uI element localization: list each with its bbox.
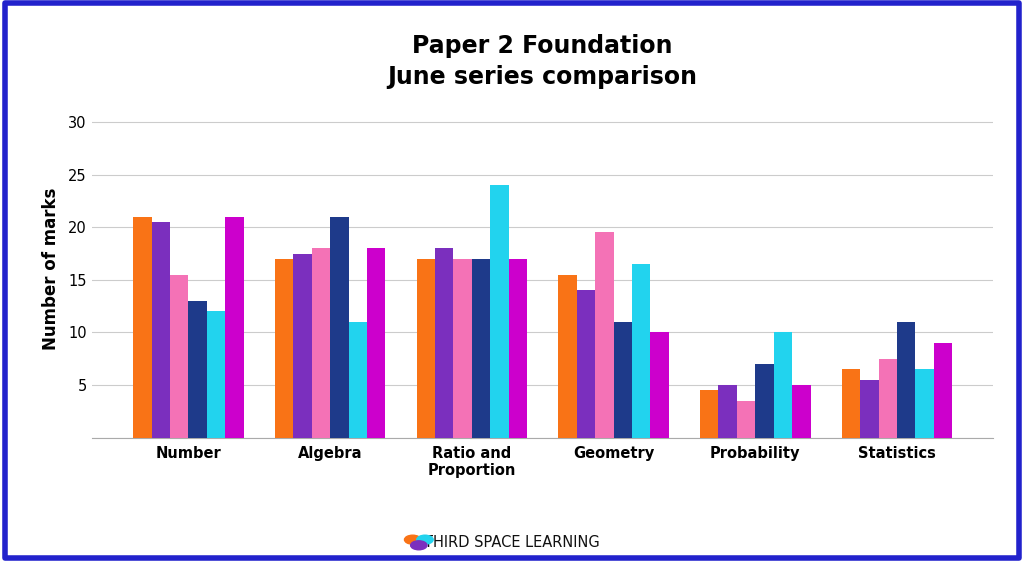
Y-axis label: Number of marks: Number of marks: [42, 188, 59, 351]
Bar: [613, 322, 632, 438]
Bar: [793, 385, 811, 438]
Bar: [879, 358, 897, 438]
Bar: [152, 222, 170, 438]
Bar: [700, 390, 719, 438]
Bar: [367, 248, 385, 438]
Bar: [737, 401, 756, 438]
Bar: [170, 274, 188, 438]
Bar: [774, 332, 793, 438]
Bar: [595, 232, 613, 438]
Bar: [719, 385, 737, 438]
Bar: [330, 217, 348, 438]
Title: Paper 2 Foundation
June series comparison: Paper 2 Foundation June series compariso…: [388, 34, 697, 89]
Bar: [133, 217, 152, 438]
Bar: [417, 259, 435, 438]
Text: THIRD SPACE LEARNING: THIRD SPACE LEARNING: [424, 535, 600, 550]
Bar: [632, 264, 650, 438]
Bar: [860, 380, 879, 438]
Bar: [558, 274, 577, 438]
Bar: [274, 259, 293, 438]
Bar: [915, 369, 934, 438]
Bar: [348, 322, 367, 438]
Bar: [311, 248, 330, 438]
Bar: [934, 343, 952, 438]
Bar: [650, 332, 669, 438]
Bar: [454, 259, 472, 438]
Bar: [756, 364, 774, 438]
Bar: [842, 369, 860, 438]
Bar: [293, 254, 311, 438]
Bar: [225, 217, 244, 438]
Bar: [435, 248, 454, 438]
Bar: [577, 291, 595, 438]
Bar: [490, 185, 509, 438]
Bar: [188, 301, 207, 438]
Bar: [897, 322, 915, 438]
Bar: [472, 259, 490, 438]
Bar: [509, 259, 527, 438]
Bar: [207, 311, 225, 438]
